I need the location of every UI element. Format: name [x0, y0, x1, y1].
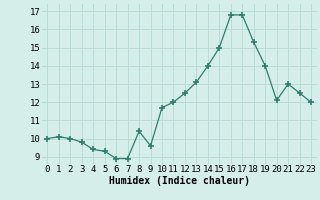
X-axis label: Humidex (Indice chaleur): Humidex (Indice chaleur) — [109, 176, 250, 186]
